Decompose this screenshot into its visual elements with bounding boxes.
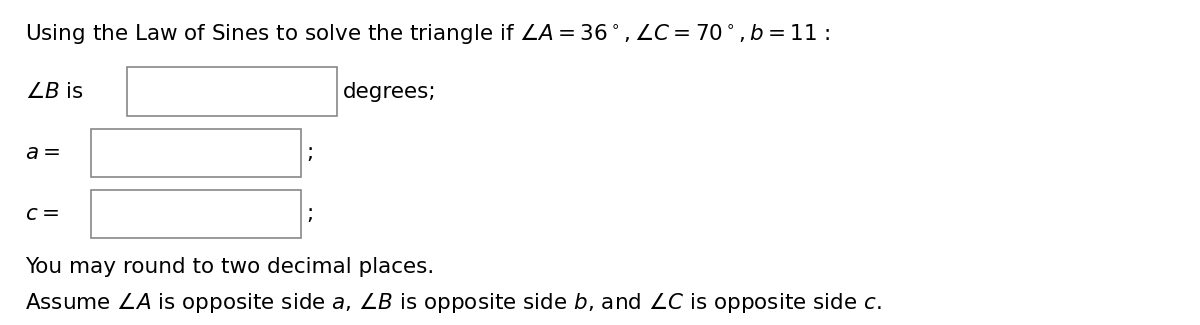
Text: $a =$: $a =$ — [25, 143, 60, 163]
Text: ;: ; — [307, 204, 314, 224]
FancyBboxPatch shape — [91, 129, 301, 177]
Text: $c =$: $c =$ — [25, 204, 59, 224]
FancyBboxPatch shape — [91, 190, 301, 238]
Text: $\angle B$ is: $\angle B$ is — [25, 81, 84, 102]
Text: Using the Law of Sines to solve the triangle if $\angle A = 36^\circ, \angle C =: Using the Law of Sines to solve the tria… — [25, 21, 830, 46]
Text: degrees;: degrees; — [342, 82, 437, 102]
Text: You may round to two decimal places.: You may round to two decimal places. — [25, 257, 434, 277]
Text: ;: ; — [307, 143, 314, 163]
Text: Assume $\angle A$ is opposite side $a$, $\angle B$ is opposite side $b$, and $\a: Assume $\angle A$ is opposite side $a$, … — [25, 290, 882, 315]
FancyBboxPatch shape — [127, 68, 337, 116]
